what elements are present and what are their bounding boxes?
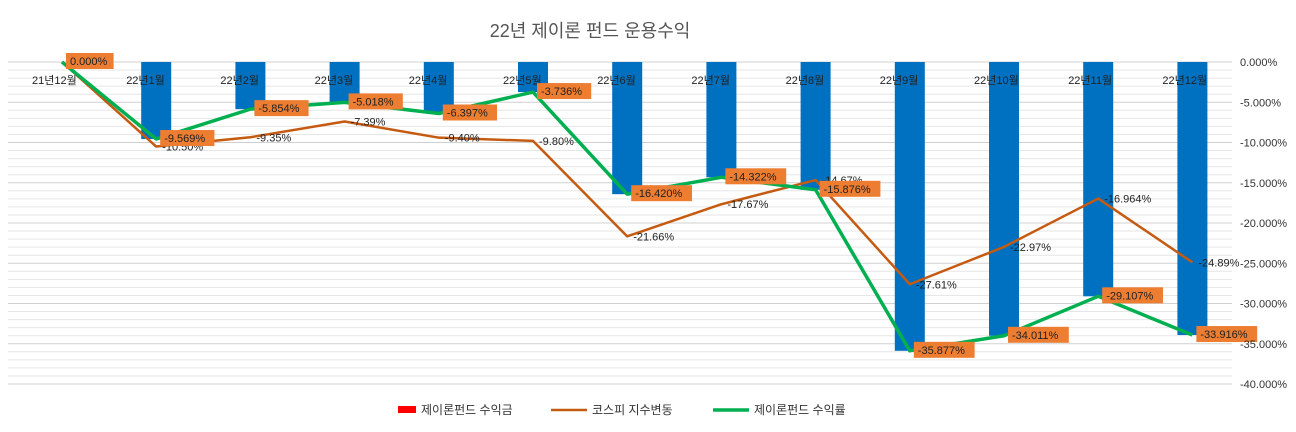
series-line	[60, 60, 1194, 353]
series-line	[61, 61, 1194, 286]
fund-data-label: -6.397%	[447, 107, 488, 119]
fund-data-label: -33.916%	[1200, 329, 1247, 341]
fund-label-box	[442, 104, 497, 121]
kospi-data-label: -9.80%	[539, 136, 574, 148]
category-label: 22년2월	[220, 74, 259, 87]
kospi-data-label: -22.97%	[1010, 242, 1051, 254]
fund-data-label: -29.107%	[1106, 290, 1153, 302]
fund-label-box	[1102, 287, 1163, 304]
fund-data-label: -15.876%	[824, 184, 871, 196]
category-label: 22년10월	[974, 74, 1019, 87]
kospi-data-label: -17.67%	[727, 199, 768, 211]
y-tick-label: -5.000%	[1240, 97, 1281, 109]
bar	[141, 62, 172, 140]
bars	[141, 62, 1208, 351]
kospi-data-label: -7.39%	[351, 116, 386, 128]
data-labels: -10.50%-9.35%-7.39%-9.40% -9.80%-21.66%-1…	[66, 53, 1258, 358]
fund-data-label: 0.000%	[70, 56, 108, 68]
series-lines	[60, 60, 1194, 353]
y-tick-label: 0.000%	[1240, 57, 1278, 69]
legend-label: 제이론펀드 수익률	[754, 403, 846, 417]
category-labels: 21년12월 22년1월 22년2월 22년3월 22년4월 22년5월 22년6월 22년7…	[32, 74, 1207, 87]
fund-label-box	[160, 130, 215, 147]
category-label: 22년6월	[597, 74, 636, 87]
y-tick-label: -30.000%	[1240, 299, 1287, 311]
fund-label-box	[819, 180, 881, 197]
legend-swatch	[398, 406, 416, 413]
legend-label: 제이론펀드 수익금	[421, 403, 513, 417]
fund-data-label: -9.569%	[164, 133, 205, 145]
category-label: 22년1월	[126, 74, 165, 87]
chart-title: 22년 제이론 펀드 운용수익	[490, 21, 691, 41]
fund-data-label: -5.854%	[258, 103, 299, 115]
category-label: 22년9월	[880, 74, 919, 87]
y-tick-labels: 0.000% -5.000% -10.000% -15.000% -20.000% -25…	[1240, 57, 1287, 391]
y-tick-label: -40.000%	[1240, 379, 1287, 391]
y-tick-label: -25.000%	[1240, 258, 1287, 270]
category-label: 22년4월	[409, 74, 448, 87]
kospi-data-label: -16.964%	[1104, 194, 1151, 206]
fund-label-box	[631, 185, 692, 202]
category-label: 22년3월	[315, 74, 354, 87]
kospi-data-label: -27.61%	[916, 279, 957, 291]
category-label: 22년8월	[786, 74, 825, 87]
bar	[1083, 62, 1114, 297]
fund-data-label: -35.877%	[918, 345, 965, 357]
bar	[800, 62, 831, 190]
category-label: 22년7월	[691, 74, 730, 87]
fund-data-label: -14.322%	[729, 171, 776, 183]
bar	[706, 62, 737, 178]
kospi-data-label: -9.40%	[445, 133, 480, 145]
fund-label-box	[537, 83, 592, 100]
kospi-data-label: -24.89%	[1198, 257, 1239, 269]
y-tick-label: -20.000%	[1240, 218, 1287, 230]
fund-label-box	[913, 341, 975, 358]
fund-data-label: -3.736%	[541, 86, 582, 98]
category-label: 22년5월	[503, 74, 542, 87]
category-label: 22년11월	[1068, 74, 1112, 87]
fund-label-box	[254, 100, 309, 117]
category-label: 21년12월	[32, 74, 77, 87]
fund-data-label: -5.018%	[353, 96, 394, 108]
fund-label-box	[1008, 326, 1069, 343]
bar	[989, 62, 1019, 336]
legend: 제이론펀드 수익금 코스피 지수변동 제이론펀드 수익률	[398, 403, 846, 417]
bar	[612, 62, 643, 195]
category-label: 22년12월	[1162, 74, 1207, 87]
fund-data-label: -34.011%	[1012, 330, 1058, 342]
y-tick-label: -35.000%	[1240, 339, 1287, 351]
fund-label-box	[725, 168, 787, 185]
legend-label: 코스피 지수변동	[592, 403, 673, 417]
y-tick-label: -10.000%	[1240, 138, 1287, 150]
fund-data-label: -16.420%	[635, 188, 682, 200]
y-tick-label: -15.000%	[1240, 178, 1287, 190]
fund-label-box	[66, 53, 114, 69]
kospi-data-label: -21.66%	[633, 231, 674, 243]
bar	[1177, 62, 1208, 336]
kospi-data-label: -9.35%	[256, 132, 291, 144]
fund-label-box	[1196, 326, 1258, 343]
fund-label-box	[348, 93, 403, 110]
bar	[894, 62, 925, 351]
